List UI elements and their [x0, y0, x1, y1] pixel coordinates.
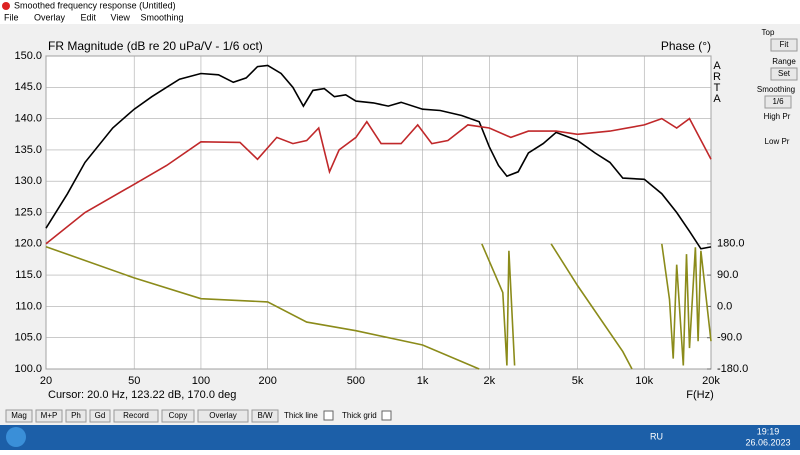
- side-button[interactable]: [764, 95, 792, 109]
- side-label: Range: [772, 57, 796, 66]
- app-icon: [2, 2, 10, 10]
- x-tick-label: 200: [258, 375, 276, 387]
- menu-item[interactable]: Overlay: [34, 12, 66, 22]
- menu-bar: [0, 12, 800, 24]
- toolbar-button[interactable]: [35, 409, 63, 423]
- toolbar-label: Overlay: [209, 411, 237, 420]
- menu-item[interactable]: View: [111, 12, 131, 22]
- toolbar-label: Mag: [11, 411, 27, 420]
- y2-tick-label: -180.0: [717, 363, 748, 375]
- x-tick-label: 500: [347, 375, 365, 387]
- y2-tick-label: 0.0: [717, 300, 732, 312]
- y-tick-label: 105.0: [14, 332, 42, 344]
- side-label: Top: [762, 28, 775, 37]
- checkbox[interactable]: [323, 410, 334, 421]
- y-tick-label: 120.0: [14, 238, 42, 250]
- start-button[interactable]: [6, 427, 26, 447]
- toolbar-button[interactable]: [251, 409, 279, 423]
- y2-tick-label: 90.0: [717, 269, 738, 281]
- menu-item[interactable]: Smoothing: [141, 12, 184, 22]
- tray-lang: RU: [650, 431, 663, 441]
- x-tick-label: 10k: [635, 375, 653, 387]
- cursor: Cursor: 20.0 Hz, 123.22 dB, 170.0 deg: [48, 389, 236, 401]
- side-label: High Pr: [764, 112, 791, 121]
- x-label: F(Hz): [686, 389, 714, 401]
- y-tick-label: 110.0: [15, 300, 42, 312]
- y-tick-label: 115.0: [15, 269, 42, 281]
- toolbar-button[interactable]: [65, 409, 87, 423]
- toolbar-button[interactable]: [5, 409, 33, 423]
- series-line: [45, 243, 712, 370]
- side-label: Fit: [780, 40, 790, 49]
- y-tick-label: 100.0: [14, 363, 42, 375]
- checkbox[interactable]: [381, 410, 392, 421]
- toolbar-label: Record: [123, 411, 149, 420]
- x-tick-label: 2k: [484, 375, 496, 387]
- y2-label: Phase (°): [661, 39, 711, 53]
- side-label: 1/6: [772, 97, 784, 106]
- toolbar-label: Gd: [95, 411, 106, 420]
- y2-tick-label: 180.0: [717, 238, 745, 250]
- toolbar-button[interactable]: [89, 409, 111, 423]
- title-bar: [0, 0, 800, 12]
- chart-title: FR Magnitude (dB re 20 uPa/V - 1/6 oct): [48, 39, 263, 53]
- x-tick-label: 5k: [572, 375, 584, 387]
- series-line: [45, 117, 712, 245]
- tray-time: 19:19: [757, 426, 780, 436]
- y-tick-label: 130.0: [14, 175, 42, 187]
- toolbar-button[interactable]: [161, 409, 195, 423]
- toolbar-label: B/W: [257, 411, 273, 420]
- toolbar-label: Ph: [71, 411, 81, 420]
- y-tick-label: 140.0: [14, 113, 42, 125]
- x-tick-label: 1k: [417, 375, 429, 387]
- toolbar-label: Copy: [169, 411, 188, 420]
- x-tick-label: 100: [192, 375, 210, 387]
- x-tick-label: 20k: [702, 375, 720, 387]
- side-label: Set: [778, 69, 791, 78]
- toolbar-button[interactable]: [197, 409, 249, 423]
- x-tick-label: 20: [40, 375, 52, 387]
- x-tick-label: 50: [128, 375, 140, 387]
- checkbox-label: Thick line: [284, 411, 318, 420]
- toolbar-button[interactable]: [113, 409, 159, 423]
- watermark: ARTA: [711, 60, 723, 104]
- side-label: Smoothing: [757, 85, 795, 94]
- taskbar: [0, 425, 800, 450]
- menu-item[interactable]: File: [4, 12, 19, 22]
- side-label: Low Pr: [765, 137, 790, 146]
- y-tick-label: 145.0: [14, 81, 42, 93]
- tray-date: 26.06.2023: [745, 437, 790, 447]
- checkbox-label: Thick grid: [342, 411, 377, 420]
- toolbar-label: M+P: [41, 411, 58, 420]
- y2-tick-label: -90.0: [717, 332, 742, 344]
- menu-item[interactable]: Edit: [81, 12, 97, 22]
- y-tick-label: 150.0: [14, 50, 42, 62]
- side-button[interactable]: [770, 67, 798, 81]
- y-tick-label: 135.0: [14, 144, 42, 156]
- window-title: Smoothed frequency response (Untitled): [14, 0, 176, 10]
- series-line: [45, 64, 712, 250]
- y-tick-label: 125.0: [14, 206, 42, 218]
- side-button[interactable]: [770, 38, 798, 52]
